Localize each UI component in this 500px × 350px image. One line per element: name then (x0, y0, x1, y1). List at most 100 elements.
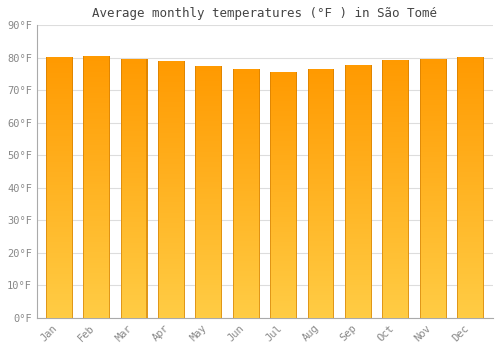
Bar (382, 261, 409, 264)
Bar (382, 91, 409, 93)
Bar (83, 95, 110, 98)
Bar (196, 204, 222, 207)
Bar (457, 258, 484, 261)
Bar (345, 186, 372, 189)
Bar (46, 162, 72, 164)
Bar (83, 103, 110, 106)
Bar (457, 156, 484, 159)
Bar (46, 180, 72, 182)
Bar (457, 268, 484, 271)
Bar (382, 212, 409, 215)
Bar (158, 154, 185, 156)
Bar (196, 136, 222, 139)
Bar (270, 175, 297, 177)
Bar (308, 109, 334, 111)
Bar (158, 74, 185, 76)
Bar (120, 85, 148, 87)
Bar (270, 119, 297, 121)
Bar (196, 104, 222, 106)
Bar (420, 72, 446, 74)
Bar (158, 61, 159, 318)
Bar (233, 266, 260, 268)
Bar (196, 184, 222, 187)
Bar (382, 289, 409, 292)
Bar (158, 197, 185, 200)
Bar (233, 121, 260, 124)
Bar (457, 216, 484, 219)
Bar (120, 59, 148, 61)
Bar (158, 272, 185, 274)
Bar (457, 68, 484, 70)
Bar (270, 207, 297, 210)
Bar (120, 95, 148, 98)
Bar (83, 268, 110, 271)
Bar (308, 141, 334, 144)
Bar (196, 242, 222, 245)
Bar (46, 201, 72, 203)
Bar (270, 274, 297, 276)
Bar (457, 162, 484, 164)
Bar (120, 61, 148, 64)
Bar (83, 302, 110, 305)
Bar (83, 148, 110, 150)
Bar (382, 155, 409, 158)
Bar (158, 248, 185, 251)
Bar (457, 57, 458, 318)
Bar (158, 99, 185, 102)
Bar (46, 227, 72, 229)
Bar (46, 198, 72, 201)
Bar (83, 276, 110, 279)
Bar (457, 234, 484, 237)
Bar (308, 139, 334, 141)
Bar (196, 275, 222, 278)
Bar (420, 235, 446, 238)
Bar (270, 227, 297, 229)
Bar (83, 106, 110, 108)
Bar (120, 126, 148, 129)
Bar (382, 130, 409, 132)
Bar (120, 105, 148, 108)
Bar (345, 133, 372, 135)
Bar (345, 229, 372, 232)
Bar (420, 188, 446, 191)
Bar (233, 126, 260, 129)
Bar (120, 183, 148, 186)
Bar (420, 297, 446, 300)
Bar (420, 199, 446, 201)
Bar (158, 84, 185, 87)
Bar (46, 144, 72, 146)
Bar (120, 269, 148, 271)
Bar (382, 181, 409, 184)
Bar (308, 129, 334, 131)
Bar (308, 251, 334, 253)
Bar (46, 305, 72, 307)
Bar (270, 197, 297, 200)
Bar (196, 94, 222, 96)
Bar (382, 89, 409, 91)
Bar (345, 267, 372, 270)
Bar (420, 74, 446, 77)
Bar (308, 97, 334, 99)
Bar (457, 229, 484, 232)
Bar (457, 99, 484, 102)
Bar (270, 126, 297, 128)
Bar (196, 174, 222, 177)
Bar (345, 72, 372, 75)
Bar (233, 306, 260, 308)
Bar (345, 85, 372, 88)
Bar (308, 298, 334, 300)
Bar (233, 209, 260, 211)
Bar (308, 161, 334, 164)
Bar (120, 212, 148, 214)
Bar (196, 215, 222, 217)
Bar (120, 313, 148, 315)
Bar (308, 313, 334, 315)
Bar (420, 300, 446, 302)
Bar (308, 206, 334, 209)
Bar (158, 76, 185, 79)
Bar (120, 261, 148, 264)
Bar (420, 292, 446, 295)
Bar (420, 82, 446, 85)
Bar (196, 139, 222, 141)
Bar (158, 205, 185, 208)
